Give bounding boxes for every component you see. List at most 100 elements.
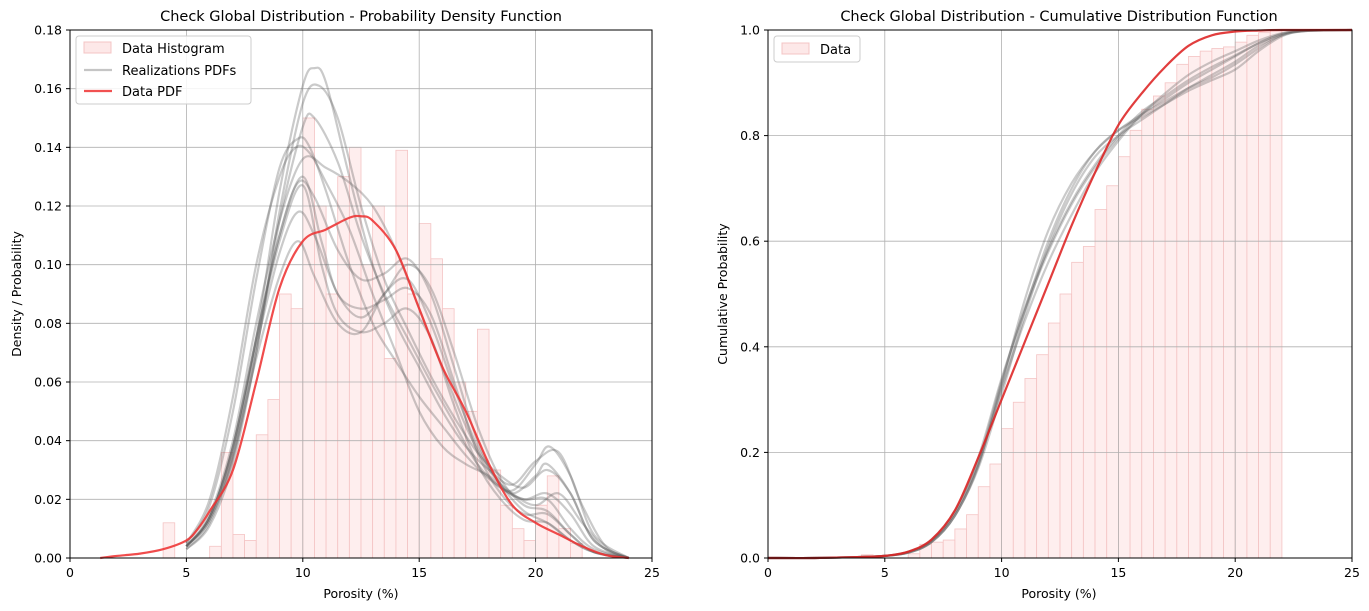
pdf-legend: Data Histogram Realizations PDFs Data PD…: [75, 35, 252, 105]
cdf-xtick-label: 20: [1227, 565, 1243, 580]
cdf-ytick-label: 0.6: [740, 234, 760, 249]
pdf-ytick-label: 0.18: [34, 23, 62, 38]
cdf-curves: [767, 28, 1353, 560]
data-pdf-curve: [100, 214, 629, 560]
pdf-axes-frame: [69, 29, 653, 559]
cdf-histogram-bar: [1036, 354, 1049, 559]
pdf-realization-curve: [185, 210, 629, 560]
cdf-histogram-bar: [1199, 50, 1213, 559]
pdf-realization-curve: [185, 112, 630, 560]
pdf-realization-curve: [185, 175, 629, 560]
pdf-xtick-label: 5: [182, 565, 190, 580]
pdf-ytick-label: 0.04: [34, 433, 62, 448]
cdf-histogram-bar: [1012, 401, 1026, 559]
cdf-histogram-bar: [1223, 46, 1236, 559]
cdf-ytick-label: 0.0: [740, 551, 760, 566]
legend-histogram-label: Data Histogram: [122, 42, 225, 57]
pdf-histogram-bar: [383, 358, 397, 559]
pdf-ytick-label: 0.06: [34, 375, 62, 390]
cdf-histogram-bar: [1234, 41, 1248, 559]
cdf-xtick-label: 15: [1110, 565, 1126, 580]
legend-data-label: Data: [820, 43, 851, 58]
cdf-ytick-label: 1.0: [740, 23, 760, 38]
pdf-realization-curve: [185, 66, 630, 560]
cdf-histogram-bar: [1246, 34, 1259, 559]
cdf-histogram-bar: [1071, 261, 1084, 559]
cdf-histogram-bar: [989, 463, 1002, 559]
cdf-histogram-bar: [1094, 209, 1108, 559]
cdf-xtick-label: 10: [994, 565, 1010, 580]
cdf-ytick-label: 0.2: [740, 445, 760, 460]
cdf-xlabel: Porosity (%): [1021, 586, 1096, 601]
pdf-xtick-label: 25: [644, 565, 660, 580]
cdf-histogram-bar: [1024, 378, 1038, 559]
pdf-ytick-label: 0.14: [34, 140, 62, 155]
cdf-xtick-label: 5: [881, 565, 889, 580]
cdf-histogram-bar: [942, 539, 956, 559]
cdf-xtick-label: 0: [764, 565, 772, 580]
pdf-histogram-bar: [290, 308, 304, 559]
pdf-realization-curve: [185, 184, 629, 560]
pdf-xtick-label: 10: [295, 565, 311, 580]
pdf-xtick-label: 20: [528, 565, 544, 580]
pdf-histogram-bar: [255, 434, 269, 559]
pdf-ytick-label: 0.02: [34, 492, 62, 507]
pdf-histogram-bar: [348, 146, 362, 559]
cdf-ytick-label: 0.8: [740, 128, 760, 143]
pdf-ytick-label: 0.00: [34, 551, 62, 566]
pdf-ytick-label: 0.12: [34, 199, 62, 214]
cdf-ticks: 0 5 10 15 20 25 0.0 0.2 0.4 0.6 0.8 1.0: [740, 23, 1360, 581]
pdf-panel: 0 5 10 15 20 25 0.00 0.02 0.04 0.06 0.08 0.10 0.12 0.…: [9, 9, 660, 601]
cdf-histogram-bar: [954, 528, 967, 559]
pdf-histogram-bar: [500, 504, 513, 559]
cdf-histogram-bar: [1129, 129, 1143, 559]
cdf-histogram-bar: [1141, 108, 1154, 559]
cdf-histogram-bar: [1211, 48, 1224, 559]
pdf-xlabel: Porosity (%): [323, 586, 398, 601]
cdf-histogram-bar: [1059, 293, 1073, 559]
pdf-realization-curve: [185, 144, 630, 560]
legend-realizations-label: Realizations PDFs: [122, 64, 237, 79]
cdf-ylabel: Cumulative Probability: [715, 223, 730, 365]
pdf-ytick-label: 0.10: [34, 257, 62, 272]
cdf-legend: Data: [773, 35, 861, 63]
pdf-curves: [100, 66, 630, 560]
cdf-grid: [768, 30, 1352, 558]
pdf-histogram-bar: [209, 545, 222, 559]
pdf-ytick-label: 0.08: [34, 316, 62, 331]
cdf-histogram-bar: [1269, 29, 1283, 559]
cdf-histogram-bar: [1082, 246, 1096, 559]
pdf-xtick-label: 0: [66, 565, 74, 580]
cdf-histogram-bar: [1258, 32, 1271, 559]
cdf-panel: 0 5 10 15 20 25 0.0 0.2 0.4 0.6 0.8 1.0 Check Globa…: [715, 9, 1360, 601]
pdf-histogram-bar: [325, 293, 339, 559]
cdf-histogram-bar: [1118, 156, 1131, 559]
pdf-histogram-bar: [244, 540, 257, 559]
cdf-histogram-bar: [1188, 56, 1201, 559]
cdf-histogram-bar: [931, 541, 944, 559]
pdf-realization-curve: [185, 179, 629, 560]
legend-data-pdf-label: Data PDF: [122, 85, 183, 100]
cdf-title: Check Global Distribution - Cumulative D…: [840, 9, 1277, 25]
pdf-legend-box: [75, 35, 252, 105]
pdf-ticks: 0 5 10 15 20 25 0.00 0.02 0.04 0.06 0.08 0.10 0.12 0.…: [34, 23, 660, 581]
pdf-histogram-bar: [523, 540, 537, 559]
pdf-histogram-bar: [162, 522, 176, 559]
cdf-histogram-bar: [1001, 428, 1014, 559]
cdf-histogram-bar: [1153, 95, 1166, 559]
cdf-histogram-bar: [1176, 63, 1189, 559]
pdf-ylabel: Density / Probability: [9, 231, 24, 357]
pdf-title: Check Global Distribution - Probability …: [160, 9, 562, 25]
cdf-histogram-bar: [966, 514, 979, 559]
pdf-histogram-bar: [232, 534, 246, 559]
cdf-histogram-bar: [1047, 322, 1061, 559]
cdf-histogram: [861, 29, 1283, 559]
legend-data-swatch: [781, 42, 810, 55]
pdf-realization-curve: [185, 83, 630, 560]
pdf-realization-curve: [185, 136, 630, 559]
pdf-histogram-bar: [511, 528, 525, 559]
cdf-histogram-bar: [977, 486, 991, 559]
pdf-histogram-bar: [267, 399, 280, 559]
pdf-ytick-label: 0.16: [34, 81, 62, 96]
